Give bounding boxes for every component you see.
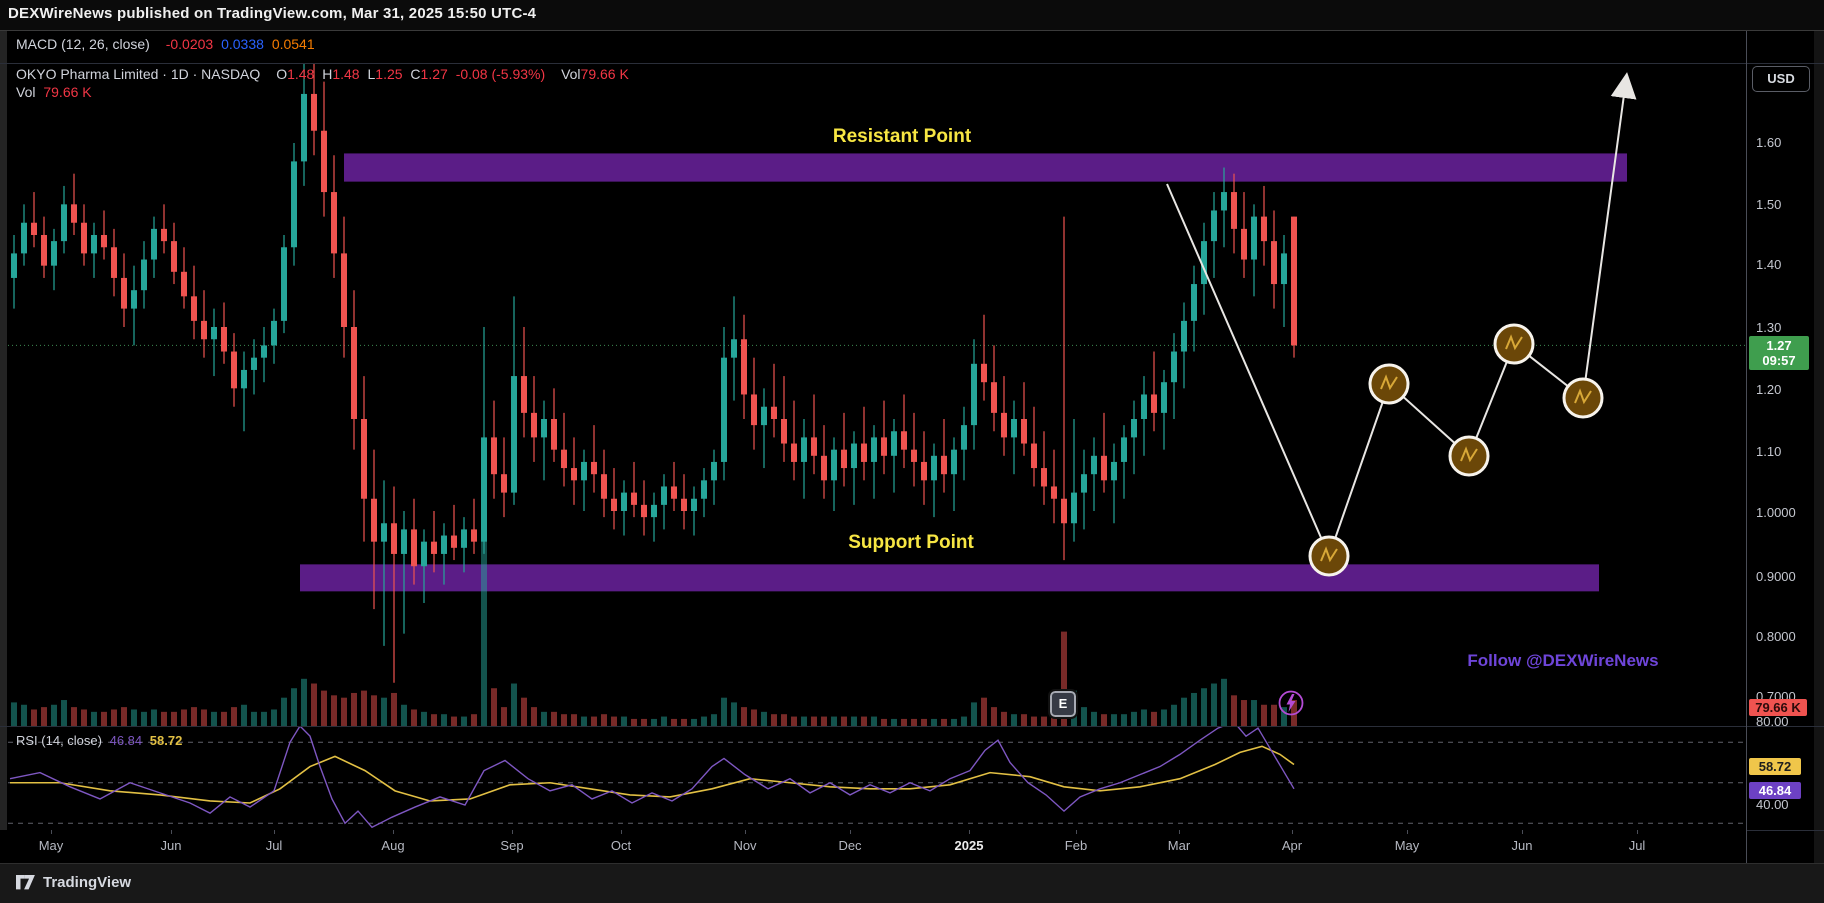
volume-value: 79.66 K: [43, 84, 92, 100]
time-axis-month-label: May: [38, 838, 64, 853]
open-value: 1.48: [287, 66, 315, 82]
published-banner: DEXWireNews published on TradingView.com…: [0, 0, 1824, 31]
earnings-marker[interactable]: E: [1048, 689, 1078, 719]
time-axis-tick: [1407, 830, 1408, 834]
time-axis-month-label: Feb: [1064, 838, 1088, 853]
tradingview-logo-icon: [16, 874, 35, 889]
price-axis-label: 1.40: [1756, 257, 1782, 272]
macd-legend[interactable]: MACD (12, 26, close) -0.0203 0.0338 0.05…: [16, 36, 319, 52]
time-axis-tick: [274, 830, 275, 834]
time-axis-month-label: Jul: [1628, 838, 1646, 853]
time-axis-tick: [1522, 830, 1523, 834]
tradingview-brand-text: TradingView: [43, 874, 132, 891]
price-axis-label: 0.8000: [1756, 629, 1796, 644]
open-label: O: [276, 66, 288, 82]
price-axis-label: 1.50: [1756, 197, 1782, 212]
rsi-slow-value: 58.72: [149, 733, 183, 748]
time-axis-month-label: Oct: [610, 838, 632, 853]
rsi-fast-value: 46.84: [109, 733, 143, 748]
price-axis-label: 1.30: [1756, 320, 1782, 335]
time-axis-month-label: Mar: [1167, 838, 1191, 853]
price-axis-separator[interactable]: [1746, 30, 1747, 863]
high-label: H: [322, 66, 333, 82]
support-annotation: Support Point: [848, 532, 974, 553]
time-axis-tick: [51, 830, 52, 834]
price-axis-label: 1.10: [1756, 444, 1782, 459]
time-axis-month-label: Jul: [265, 838, 283, 853]
tradingview-logo[interactable]: TradingView: [16, 874, 131, 891]
symbol-title: OKYO Pharma Limited · 1D · NASDAQ: [16, 66, 261, 82]
time-axis-tick: [1637, 830, 1638, 834]
price-axis-label: 40.00: [1756, 797, 1789, 812]
bar-countdown: 09:57: [1762, 353, 1796, 368]
published-text: DEXWireNews published on TradingView.com…: [8, 5, 537, 22]
rsi-legend[interactable]: RSI (14, close) 46.84 58.72: [16, 733, 186, 748]
time-axis-tick: [512, 830, 513, 834]
close-label: C: [410, 66, 421, 82]
volume-legend[interactable]: Vol 79.66 K: [16, 84, 96, 100]
price-axis-label: 0.9000: [1756, 569, 1796, 584]
macd-value-3: 0.0541: [271, 36, 315, 52]
high-value: 1.48: [332, 66, 360, 82]
rsi-pane-separator[interactable]: [0, 726, 1824, 727]
time-axis-month-label: Apr: [1281, 838, 1303, 853]
resistance-annotation: Resistant Point: [832, 126, 972, 147]
price-axis-label: 1.0000: [1756, 505, 1796, 520]
rsi-label: RSI (14, close): [16, 733, 102, 748]
time-axis-tick: [969, 830, 970, 834]
last-price-value: 1.27: [1766, 338, 1792, 353]
time-axis-tick: [1179, 830, 1180, 834]
time-axis-tick: [1292, 830, 1293, 834]
time-axis-month-label: Nov: [733, 838, 757, 853]
chart-left-edge: [0, 30, 7, 863]
low-label: L: [367, 66, 376, 82]
time-axis-tick: [745, 830, 746, 834]
time-axis-month-label: Aug: [381, 838, 405, 853]
time-axis-month-label: Jun: [1511, 838, 1533, 853]
vol-value: 79.66 K: [580, 66, 629, 82]
vol-label: Vol: [561, 66, 581, 82]
volume-axis-badge: 79.66 K: [1749, 699, 1807, 716]
symbol-legend[interactable]: OKYO Pharma Limited · 1D · NASDAQ O1.48 …: [16, 66, 633, 82]
time-axis-tick: [1076, 830, 1077, 834]
follow-handle-annotation: Follow @DEXWireNews: [1467, 651, 1659, 670]
time-axis-tick: [393, 830, 394, 834]
currency-button[interactable]: USD: [1752, 66, 1810, 92]
time-axis-month-label: Jun: [160, 838, 182, 853]
last-price-badge: 1.27 09:57: [1749, 336, 1809, 370]
time-axis-month-label: Dec: [838, 838, 862, 853]
price-axis[interactable]: USD 1.27 09:57 79.66 K 58.72 46.84 1.60 1…: [1747, 30, 1824, 863]
close-value: 1.27: [420, 66, 448, 82]
time-axis-month-label: May: [1394, 838, 1420, 853]
change-value: -0.08 (-5.93%): [455, 66, 546, 82]
rsi-value-badge: 46.84: [1749, 782, 1801, 799]
footer-bar: TradingView: [0, 863, 1824, 903]
price-axis-label: 1.60: [1756, 135, 1782, 150]
lightning-icon[interactable]: [1278, 690, 1304, 716]
price-axis-label: 80.00: [1756, 714, 1789, 729]
time-axis-month-label: Sep: [500, 838, 524, 853]
macd-pane-separator[interactable]: [0, 63, 1824, 64]
time-axis-tick: [621, 830, 622, 834]
macd-label: MACD (12, 26, close): [16, 36, 150, 52]
time-axis-month-label: 2025: [954, 838, 984, 853]
macd-value-1: -0.0203: [165, 36, 214, 52]
macd-value-2: 0.0338: [221, 36, 264, 52]
time-axis-tick: [171, 830, 172, 834]
time-axis[interactable]: May Jun Jul Aug Sep Oct Nov Dec 2025 Feb Mar Apr May…: [0, 830, 1746, 863]
volume-label: Vol: [16, 84, 36, 100]
rsi-ma-badge: 58.72: [1749, 758, 1801, 775]
low-value: 1.25: [375, 66, 403, 82]
window-right-edge: [1814, 30, 1824, 902]
price-axis-label: 1.20: [1756, 382, 1782, 397]
time-axis-tick: [850, 830, 851, 834]
